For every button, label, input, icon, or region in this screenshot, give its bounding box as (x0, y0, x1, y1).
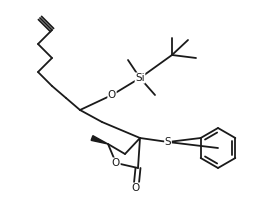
Text: S: S (165, 137, 171, 147)
Text: Si: Si (135, 73, 145, 83)
Polygon shape (91, 136, 108, 144)
Text: O: O (112, 158, 120, 168)
Text: O: O (108, 90, 116, 100)
Text: O: O (132, 183, 140, 193)
